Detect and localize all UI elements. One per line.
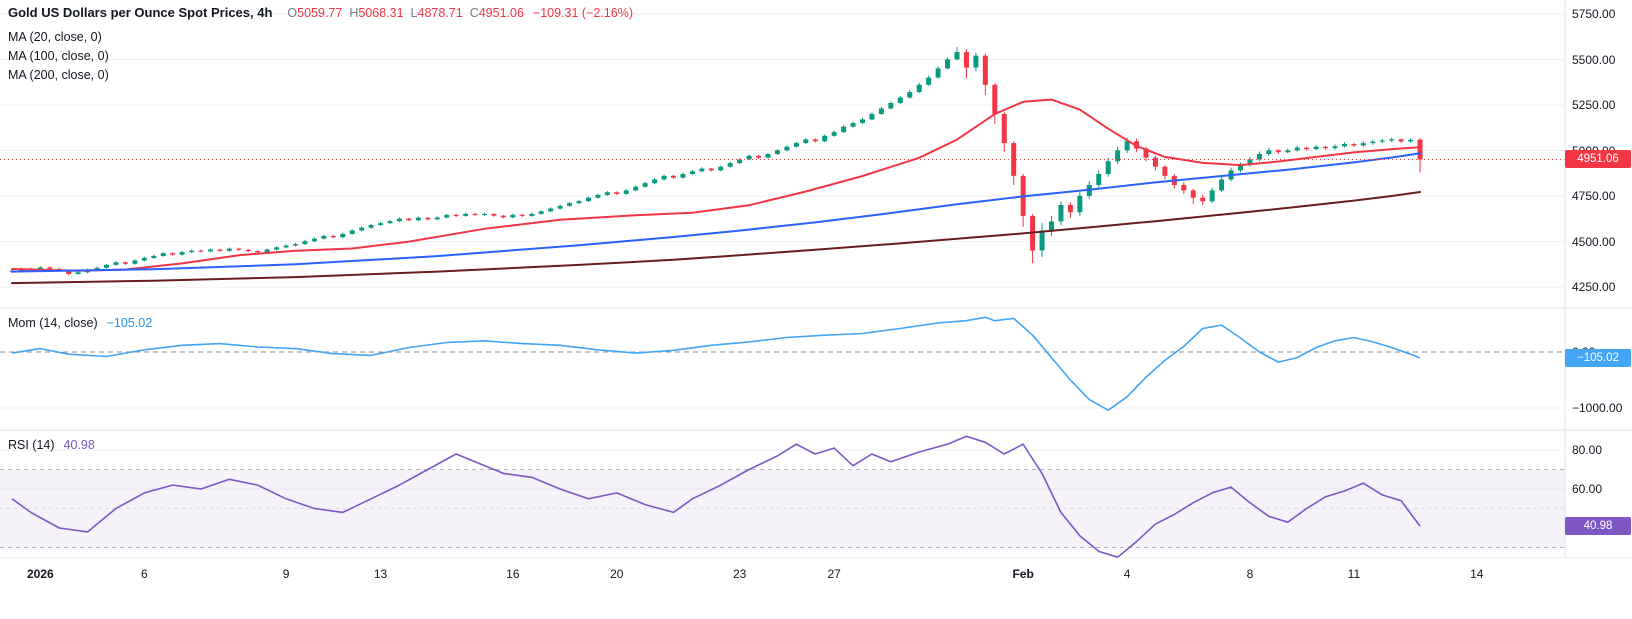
time-axis-label: 8 bbox=[1246, 567, 1254, 581]
mom-legend-row[interactable]: Mom (14, close) −105.02 bbox=[8, 313, 152, 332]
ma20-line bbox=[11, 98, 1421, 272]
price-axis-label: 5500.00 bbox=[1572, 52, 1616, 67]
time-axis-label: 13 bbox=[373, 567, 388, 581]
time-axis-label: 16 bbox=[506, 567, 520, 581]
ma100-line bbox=[11, 152, 1421, 273]
time-axis-label: 20 bbox=[610, 567, 624, 581]
ohlc-open-value: 5059.77 bbox=[297, 6, 343, 20]
rsi-legend-value: 40.98 bbox=[63, 437, 95, 452]
ohlc-close-label: C bbox=[469, 6, 479, 20]
ma200-legend-row[interactable]: MA (200, close, 0) bbox=[8, 67, 109, 82]
mom-legend-label: Mom (14, close) bbox=[8, 315, 98, 330]
mom-legend-value: −105.02 bbox=[106, 315, 153, 330]
ohlc-values: O5059.77 H5068.31 L4878.71 C4951.06 bbox=[280, 6, 524, 20]
grid-group bbox=[0, 13, 1565, 490]
price-axis-label: 4750.00 bbox=[1572, 189, 1616, 204]
price-legend[interactable]: Gold US Dollars per Ounce Spot Prices, 4… bbox=[8, 5, 633, 84]
price-axis-label: 5250.00 bbox=[1572, 98, 1616, 113]
rsi-badge: 40.98 bbox=[1565, 517, 1631, 536]
mom-axis-label: −1000.00 bbox=[1572, 400, 1623, 415]
ohlc-change-value: −109.31 (−2.16%) bbox=[532, 6, 633, 20]
time-axis-label: 23 bbox=[732, 567, 747, 581]
time-axis-label: Feb bbox=[1012, 567, 1034, 581]
price-legend-title-row[interactable]: Gold US Dollars per Ounce Spot Prices, 4… bbox=[8, 5, 633, 27]
ohlc-close-value: 4951.06 bbox=[478, 6, 524, 20]
rsi-axis-label: 80.00 bbox=[1572, 443, 1603, 458]
ohlc-open-label: O bbox=[287, 6, 298, 20]
time-axis[interactable]: 2026 6 9 13 16 20 23 27 Feb 4 8 11 14 bbox=[0, 558, 1632, 594]
price-axis-label: 5750.00 bbox=[1572, 7, 1616, 22]
rsi-legend-row[interactable]: RSI (14) 40.98 bbox=[8, 435, 95, 454]
ohlc-high-value: 5068.31 bbox=[358, 6, 404, 20]
rsi-line bbox=[11, 435, 1421, 559]
ohlc-low-value: 4878.71 bbox=[417, 6, 463, 20]
price-badge: 4951.06 bbox=[1565, 150, 1631, 169]
ma100-legend-row[interactable]: MA (100, close, 0) bbox=[8, 48, 109, 63]
time-axis-label: 14 bbox=[1470, 567, 1484, 581]
mom-line bbox=[11, 316, 1421, 412]
price-axis-label: 4250.00 bbox=[1572, 280, 1616, 295]
time-axis-label: 11 bbox=[1347, 567, 1361, 581]
symbol-title[interactable]: Gold US Dollars per Ounce Spot Prices, 4… bbox=[8, 5, 273, 20]
price-axis-label: 4500.00 bbox=[1572, 234, 1616, 249]
time-axis-label: 9 bbox=[282, 567, 290, 581]
time-axis-label: 27 bbox=[827, 567, 841, 581]
ma20-legend-row[interactable]: MA (20, close, 0) bbox=[8, 29, 102, 44]
rsi-axis-label: 60.00 bbox=[1572, 482, 1603, 497]
rsi-legend-label: RSI (14) bbox=[8, 437, 55, 452]
mom-badge: −105.02 bbox=[1565, 348, 1631, 367]
time-axis-label: 6 bbox=[140, 567, 148, 581]
price-scale-axis[interactable]: 5750.005500.005250.005000.004750.004500.… bbox=[1565, 0, 1632, 558]
ohlc-high-label: H bbox=[349, 6, 359, 20]
time-axis-label: 4 bbox=[1123, 567, 1131, 581]
ma200-line bbox=[11, 191, 1421, 285]
ohlc-low-label: L bbox=[410, 6, 418, 20]
time-axis-label: 2026 bbox=[26, 567, 54, 581]
